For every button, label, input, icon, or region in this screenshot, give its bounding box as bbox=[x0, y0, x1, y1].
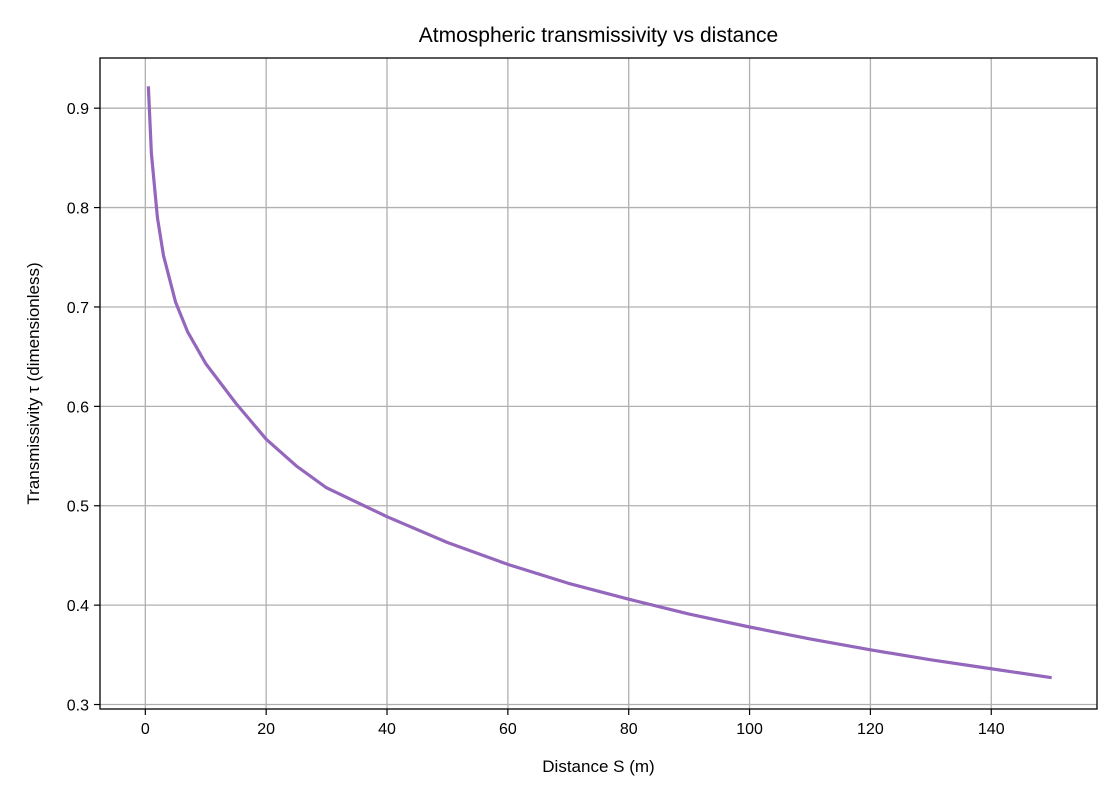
series-line bbox=[146, 86, 1052, 680]
y-tick-label: 0.9 bbox=[67, 101, 89, 118]
plot-frame bbox=[99, 57, 1098, 710]
y-tick-label: 0.8 bbox=[67, 201, 89, 218]
ticks: 0 20 40 60 80 100 120 140 0.3 0.4 0.5 0.6 0.7 0.8 0.9 bbox=[67, 101, 1005, 738]
x-tick-label: 60 bbox=[499, 721, 517, 738]
y-axis-label: Transmissivity τ (dimensionless) bbox=[24, 262, 43, 504]
y-tick-label: 0.7 bbox=[67, 300, 89, 317]
x-tick-label: 80 bbox=[620, 721, 638, 738]
grid bbox=[100, 58, 1097, 709]
y-tick-label: 0.6 bbox=[67, 399, 89, 416]
y-tick-label: 0.5 bbox=[67, 499, 89, 516]
y-tick-label: 0.3 bbox=[67, 698, 89, 715]
x-tick-label: 0 bbox=[141, 721, 150, 738]
chart-title: Atmospheric transmissivity vs distance bbox=[419, 24, 778, 47]
x-tick-label: 120 bbox=[857, 721, 884, 738]
series-layer bbox=[146, 86, 1052, 680]
x-tick-label: 20 bbox=[257, 721, 275, 738]
x-axis-label: Distance S (m) bbox=[542, 757, 654, 776]
x-tick-label: 100 bbox=[736, 721, 763, 738]
x-tick-label: 140 bbox=[978, 721, 1005, 738]
x-tick-label: 40 bbox=[378, 721, 396, 738]
y-tick-label: 0.4 bbox=[67, 598, 89, 615]
